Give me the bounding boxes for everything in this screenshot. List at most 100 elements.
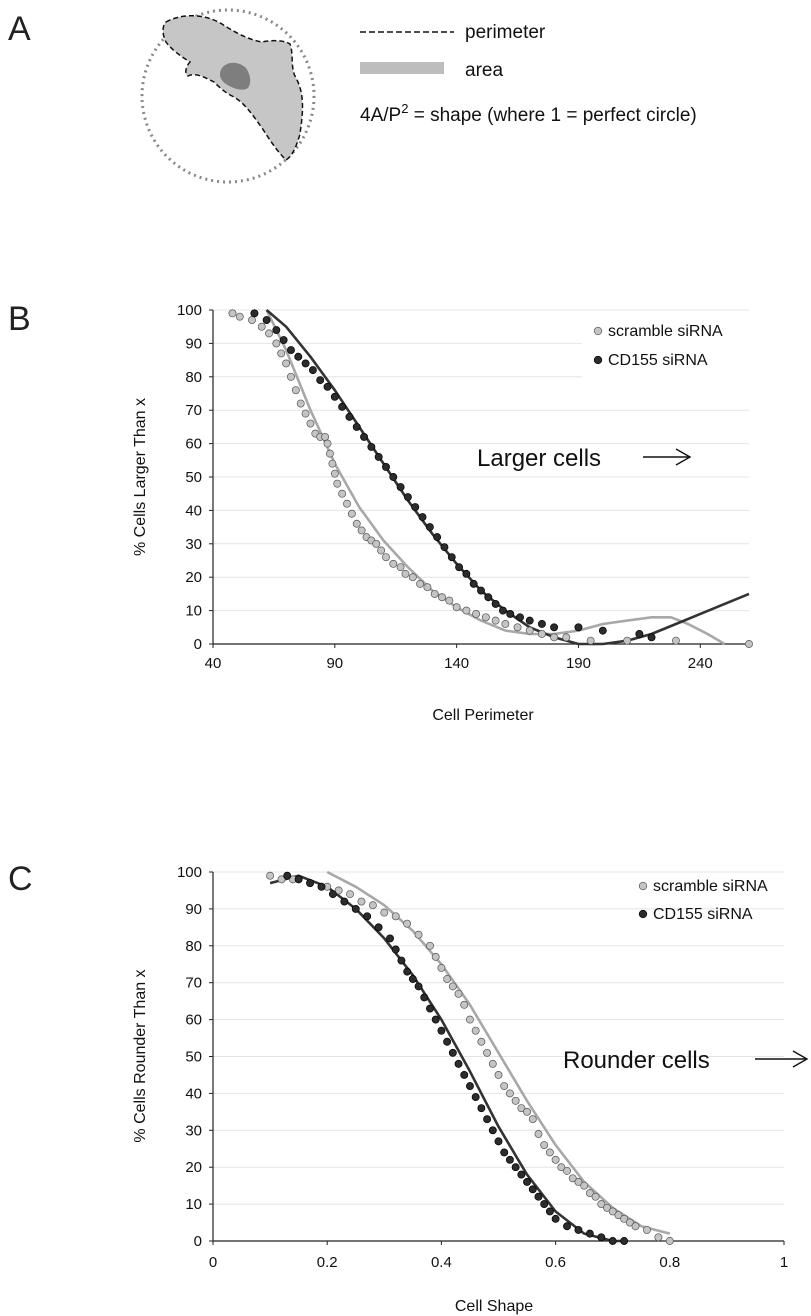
cd155-point (431, 1015, 440, 1024)
scramble-point (380, 908, 389, 917)
scramble-point (301, 409, 310, 418)
cd155-point (484, 593, 493, 602)
cd155-point (345, 412, 354, 421)
chart-c-legend: scramble siRNA CD155 siRNA (638, 878, 768, 923)
x-tick-label: 0 (209, 1254, 217, 1271)
legend-label-scramble: scramble siRNA (653, 878, 768, 895)
cd155-point (563, 1222, 571, 1231)
chart-b-y-tick-labels: 0 10 20 30 40 50 60 70 80 90 100 (177, 302, 202, 653)
cd155-point (411, 503, 420, 512)
legend-label-cd155: CD155 siRNA (653, 906, 753, 923)
legend-marker-cd155 (593, 355, 603, 365)
cd155-point (425, 523, 434, 532)
cd155-point (550, 623, 559, 632)
scramble-point (445, 596, 454, 605)
cd155-point (462, 569, 471, 578)
y-tick-label: 80 (185, 369, 202, 386)
y-tick-label: 50 (185, 1049, 202, 1066)
scramble-point (377, 546, 386, 555)
cd155-point (317, 882, 326, 891)
chart-b-legend: scramble siRNA CD155 siRNA (593, 323, 723, 369)
scramble-point (488, 1059, 497, 1068)
cd155-point (330, 392, 339, 401)
chart-b-annotation: Larger cells (477, 445, 601, 472)
cd155-point (308, 366, 317, 375)
chart-b-x-tick-labels: 40 90 140 190 240 (205, 655, 713, 672)
scramble-point (501, 620, 510, 628)
panel-label-b: B (8, 300, 31, 338)
scramble-point (494, 1070, 503, 1079)
scramble-point (372, 539, 381, 548)
cd155-point (506, 609, 515, 618)
cd155-point (455, 563, 464, 572)
scramble-point (333, 479, 342, 488)
cd155-point (391, 945, 400, 954)
scramble-point (389, 559, 398, 568)
y-tick-label: 30 (185, 536, 202, 553)
cd155-point (443, 1037, 452, 1046)
scramble-point (296, 399, 305, 408)
cd155-point (494, 1137, 503, 1146)
area-legend-label: area (465, 60, 503, 81)
y-tick-label: 30 (185, 1122, 202, 1139)
scramble-point (266, 871, 275, 880)
scramble-point (396, 563, 405, 572)
scramble-point (481, 613, 490, 622)
scramble-point (352, 519, 361, 528)
cd155-point (323, 382, 332, 391)
cd155-point (477, 1104, 486, 1113)
cd155-point (306, 879, 315, 888)
scramble-point (477, 1037, 486, 1046)
scramble-point (426, 941, 434, 950)
perimeter-legend-label: perimeter (465, 22, 546, 43)
scramble-point (671, 636, 680, 645)
scramble-point (391, 912, 400, 921)
legend-marker-scramble (593, 326, 603, 336)
cd155-point (418, 513, 427, 522)
scramble-point (500, 1082, 509, 1090)
cd155-point (551, 1214, 560, 1223)
scramble-point (540, 1141, 549, 1150)
cd155-point (294, 352, 303, 361)
scramble-point (368, 901, 377, 910)
cd155-point (272, 326, 281, 334)
chart-b-legend-box (582, 318, 762, 380)
scramble-point (745, 640, 753, 648)
legend-label-cd155: CD155 siRNA (608, 352, 708, 369)
scramble-point (265, 329, 273, 338)
cd155-point (367, 442, 376, 451)
chart-cell-shape: 0 10 20 30 40 50 60 70 80 90 100 0 0.2 0.4 0.6 0.8 1 sc… (132, 864, 809, 1315)
cd155-point (403, 967, 412, 976)
scramble-point (357, 526, 366, 535)
chart-b-annotation-arrow (643, 448, 692, 466)
chart-c-annotation: Rounder cells (563, 1047, 710, 1074)
scramble-point (491, 616, 500, 625)
y-tick-label: 40 (185, 1085, 202, 1102)
y-tick-label: 60 (185, 1012, 202, 1029)
chart-c-gridlines (213, 871, 784, 1205)
scramble-point (277, 875, 286, 884)
scramble-point (325, 449, 334, 458)
scramble-point (408, 573, 417, 582)
scramble-point (557, 1163, 566, 1172)
chart-c-y-axis-title: % Cells Rounder Than x (132, 969, 149, 1142)
cd155-point (540, 1200, 549, 1209)
shape-formula: 4A/P2 = shape (where 1 = perfect circle) (360, 101, 697, 126)
cd155-point (574, 1225, 583, 1234)
y-tick-label: 80 (185, 938, 202, 955)
legend-label-scramble: scramble siRNA (608, 323, 723, 340)
scramble-point (382, 553, 390, 562)
cd155-point (483, 1115, 492, 1124)
scramble-point (517, 1104, 526, 1113)
cd155-point (408, 975, 417, 983)
y-tick-label: 10 (185, 603, 202, 620)
scramble-point (545, 1148, 554, 1157)
cd155-point (340, 897, 349, 906)
cd155-point (386, 934, 394, 943)
scramble-point (586, 636, 595, 645)
y-tick-label: 100 (177, 864, 202, 881)
cd155-point (440, 543, 449, 552)
scramble-point (614, 1211, 623, 1220)
cd155-point (294, 875, 303, 884)
area-legend-swatch (360, 62, 444, 74)
